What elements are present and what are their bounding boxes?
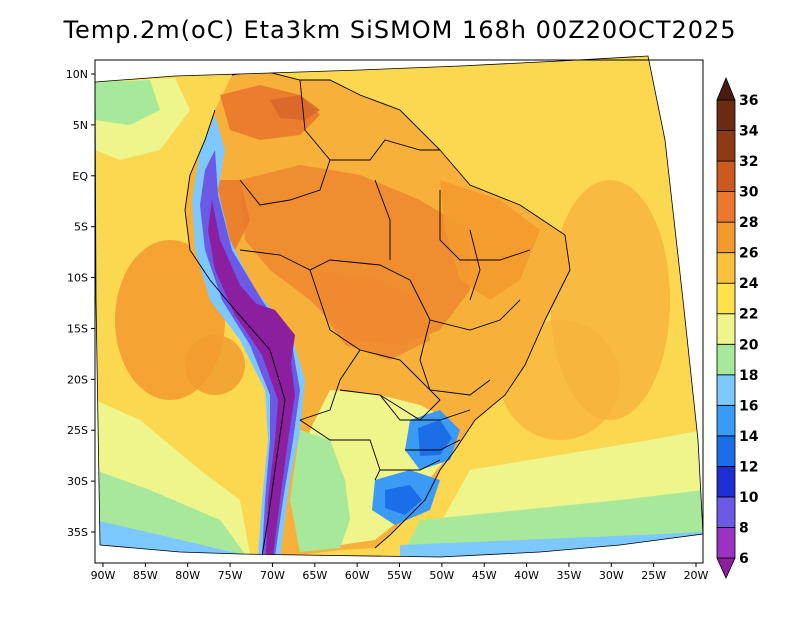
central-brazil-hot	[320, 270, 430, 360]
lon-tick-label: 90W	[91, 569, 116, 582]
venezuela-hot	[270, 95, 320, 120]
map-data-area	[95, 56, 703, 557]
lon-tick-label: 70W	[260, 569, 285, 582]
longitude-axis: 90W 85W 80W 75W 70W 65W 60W 55W 50W 45W 40W 35W 30W 2…	[91, 563, 709, 582]
country-borders	[184, 69, 571, 557]
lon-tick-label: 60W	[345, 569, 370, 582]
lon-tick-label: 35W	[556, 569, 581, 582]
colorbar-segment	[716, 160, 736, 192]
lon-tick-label: 65W	[302, 569, 327, 582]
colorbar-label: 36	[739, 93, 758, 109]
lat-tick-label: 10S	[67, 272, 88, 285]
northeast-hot	[440, 180, 540, 300]
colorbar-label: 16	[739, 398, 758, 414]
colorbar-segment	[716, 343, 736, 376]
colorbar-label: 34	[739, 124, 759, 140]
colorbar-segment	[716, 404, 736, 437]
lat-tick-label: 5S	[74, 221, 88, 234]
lon-tick-label: 20W	[684, 569, 709, 582]
lat-tick-label: 35S	[67, 526, 88, 539]
colorbar-segment	[716, 282, 736, 315]
lon-tick-label: 25W	[641, 569, 666, 582]
andes-coldest	[208, 200, 295, 556]
colorbar-label: 10	[739, 490, 759, 506]
latitude-axis: 10N 5N EQ 5S 10S 15S 20S 25S 30S 35S	[66, 68, 95, 539]
lat-tick-label: 30S	[67, 475, 88, 488]
colorbar-segment	[716, 99, 736, 131]
lon-tick-label: 80W	[175, 569, 200, 582]
colorbar-label: 32	[739, 154, 758, 170]
colorbar-label: 22	[739, 307, 758, 323]
colorbar-segment	[716, 252, 736, 284]
colorbar-label: 30	[739, 185, 759, 201]
lat-tick-label: 25S	[67, 424, 88, 437]
colorbar-label: 18	[739, 368, 758, 384]
colorbar-segment	[716, 435, 736, 467]
north-pacific-cooler	[95, 80, 160, 125]
uruguay-colder	[385, 485, 422, 515]
colorbar-label: 20	[739, 337, 759, 353]
south-pacific-coldest	[95, 520, 240, 554]
colorbar-label: 26	[739, 246, 758, 262]
colorbar-label: 28	[739, 215, 758, 231]
colorbar-min-arrow	[716, 557, 736, 579]
colorbar-segment	[716, 527, 736, 559]
colorbar: 6 8 10 12 14 16 18 20 22 24 26 28 30 32 34 36	[716, 76, 759, 579]
colorbar-label: 24	[739, 276, 759, 292]
colorbar-label: 12	[739, 459, 758, 475]
map-title: Temp.2m(oC) Eta3km SiSMOM 168h 00Z20OCT2…	[63, 16, 737, 44]
colorbar-label: 14	[739, 429, 759, 445]
colorbar-max-arrow	[716, 76, 736, 101]
lat-tick-label: 5N	[73, 119, 88, 132]
lon-tick-label: 40W	[514, 569, 539, 582]
altiplano-cold	[245, 300, 295, 370]
pacific-warm-patch-2	[185, 335, 245, 395]
lon-tick-label: 85W	[133, 569, 158, 582]
map-domain-border	[94, 55, 704, 558]
colorbar-segment	[716, 191, 736, 223]
colorbar-segment	[716, 313, 736, 345]
colorbar-segment	[716, 130, 736, 162]
lat-tick-label: 15S	[67, 322, 88, 335]
lon-tick-label: 50W	[429, 569, 454, 582]
lon-tick-label: 75W	[218, 569, 243, 582]
colorbar-segment	[716, 496, 736, 528]
lon-tick-label: 55W	[387, 569, 412, 582]
colorbar-segment	[716, 374, 736, 406]
colorbar-label: 6	[739, 551, 749, 567]
lat-tick-label: EQ	[72, 170, 88, 183]
lon-tick-label: 45W	[472, 569, 497, 582]
colorbar-label: 8	[739, 520, 749, 536]
colorbar-segment	[716, 465, 736, 498]
lat-tick-label: 20S	[67, 373, 88, 386]
argentina-cooler	[290, 430, 350, 552]
lat-tick-label: 10N	[66, 68, 88, 81]
lon-tick-label: 30W	[599, 569, 624, 582]
south-brazil-colder	[418, 420, 452, 456]
colorbar-segment	[716, 221, 736, 254]
